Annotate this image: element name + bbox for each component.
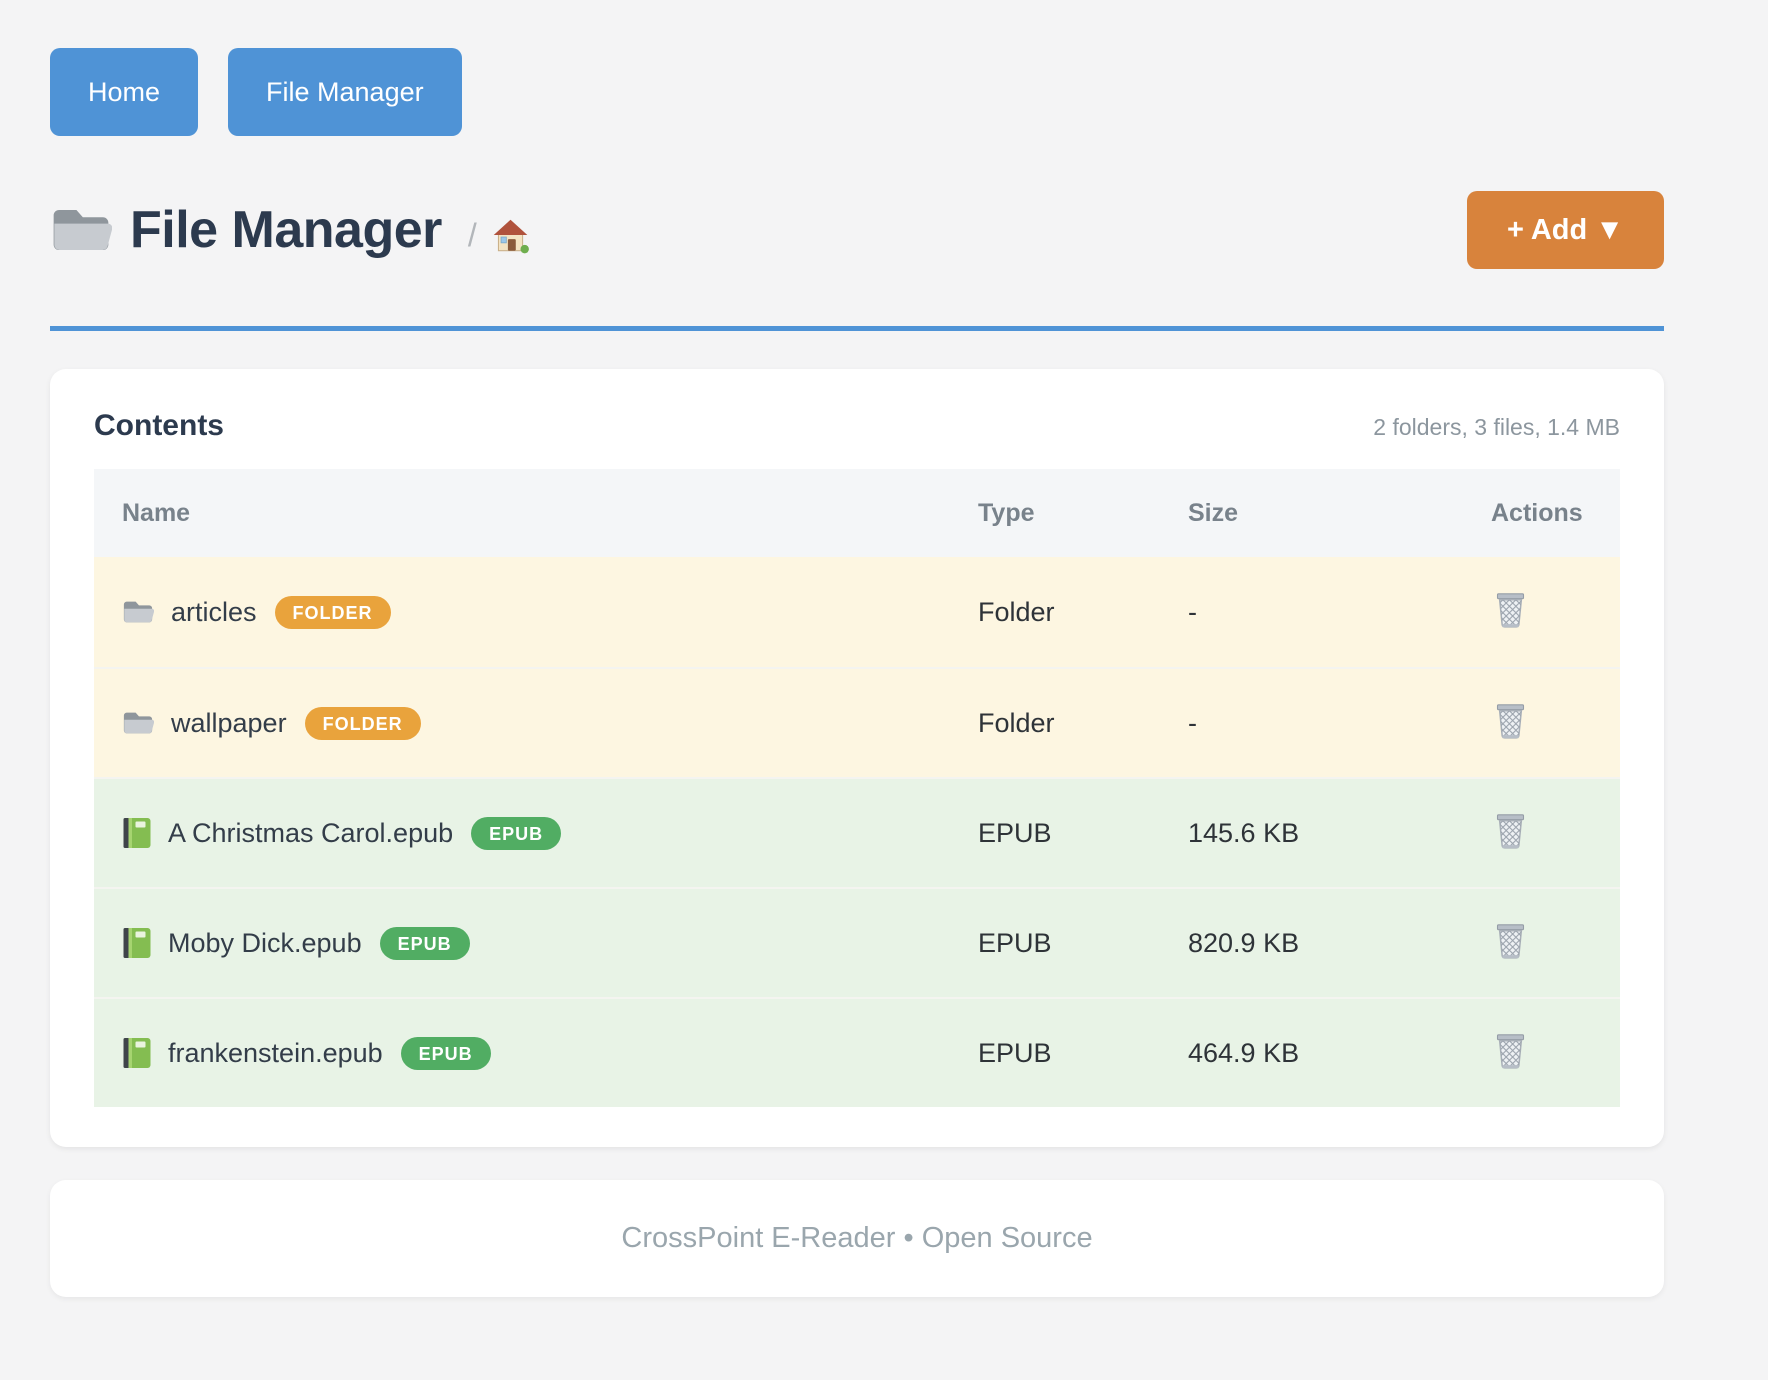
file-table: Name Type Size Actions articles FOLDER F… [94, 469, 1620, 1107]
delete-button[interactable] [1491, 919, 1530, 962]
folder-icon [123, 601, 154, 623]
size-cell: - [1188, 707, 1197, 738]
book-icon [123, 1038, 151, 1068]
trash-icon [1496, 924, 1525, 959]
breadcrumb-separator: / [467, 216, 477, 253]
table-header-row: Name Type Size Actions [94, 469, 1620, 557]
delete-button[interactable] [1491, 1029, 1530, 1072]
size-cell: 464.9 KB [1188, 1037, 1300, 1068]
add-button[interactable]: + Add ▼ [1466, 191, 1664, 269]
contents-card-header: Contents 2 folders, 3 files, 1.4 MB [94, 409, 1620, 443]
type-badge: EPUB [471, 816, 562, 850]
footer: CrossPoint E-Reader • Open Source [50, 1180, 1664, 1297]
item-name[interactable]: frankenstein.epub [168, 1037, 383, 1068]
type-badge: EPUB [379, 926, 470, 960]
type-cell: Folder [978, 596, 1055, 627]
name-cell[interactable]: frankenstein.epub EPUB [94, 1036, 978, 1070]
table-row[interactable]: A Christmas Carol.epub EPUB EPUB 145.6 K… [94, 777, 1620, 887]
actions-cell [1483, 919, 1620, 967]
name-cell[interactable]: wallpaper FOLDER [94, 706, 978, 740]
trash-icon [1496, 1034, 1525, 1069]
title-divider [50, 326, 1664, 331]
size-cell: 145.6 KB [1188, 817, 1300, 848]
column-header-type: Type [978, 498, 1035, 527]
column-header-name: Name [122, 498, 191, 527]
actions-cell [1483, 1029, 1620, 1077]
type-cell: EPUB [978, 817, 1052, 848]
type-cell: Folder [978, 707, 1055, 738]
type-badge: FOLDER [274, 595, 391, 629]
type-cell: EPUB [978, 927, 1052, 958]
size-cell: 820.9 KB [1188, 927, 1300, 958]
size-cell: - [1188, 596, 1197, 627]
nav-home-button[interactable]: Home [50, 48, 199, 136]
footer-text: CrossPoint E-Reader • Open Source [621, 1222, 1093, 1254]
name-cell[interactable]: A Christmas Carol.epub EPUB [94, 816, 978, 850]
name-cell[interactable]: Moby Dick.epub EPUB [94, 926, 978, 960]
table-row[interactable]: Moby Dick.epub EPUB EPUB 820.9 KB [94, 887, 1620, 997]
book-icon [123, 818, 151, 848]
page-header: File Manager / + Add ▼ [50, 190, 1664, 270]
trash-icon [1496, 593, 1525, 628]
top-nav: Home File Manager [50, 0, 1664, 136]
house-icon[interactable] [489, 215, 531, 257]
title-group: File Manager / [50, 200, 1467, 260]
name-cell[interactable]: articles FOLDER [94, 595, 978, 629]
table-row[interactable]: wallpaper FOLDER Folder - [94, 667, 1620, 777]
contents-summary: 2 folders, 3 files, 1.4 MB [1373, 414, 1620, 440]
column-header-size: Size [1188, 498, 1239, 527]
nav-file-manager-button[interactable]: File Manager [228, 48, 462, 136]
type-badge: EPUB [400, 1036, 491, 1070]
contents-heading: Contents [94, 409, 224, 442]
type-badge: FOLDER [304, 706, 421, 740]
folder-icon [53, 209, 112, 251]
trash-icon [1496, 704, 1525, 739]
book-icon [123, 928, 151, 958]
page-title: File Manager [130, 201, 442, 259]
table-row[interactable]: frankenstein.epub EPUB EPUB 464.9 KB [94, 997, 1620, 1107]
delete-button[interactable] [1491, 809, 1530, 852]
type-cell: EPUB [978, 1037, 1052, 1068]
item-name[interactable]: wallpaper [171, 707, 287, 738]
actions-cell [1483, 699, 1620, 747]
item-name[interactable]: articles [171, 596, 257, 627]
item-name[interactable]: A Christmas Carol.epub [168, 817, 454, 848]
column-header-actions: Actions [1491, 498, 1583, 527]
delete-button[interactable] [1491, 588, 1530, 631]
contents-card: Contents 2 folders, 3 files, 1.4 MB Name… [50, 369, 1664, 1147]
item-name[interactable]: Moby Dick.epub [168, 927, 362, 958]
actions-cell [1483, 809, 1620, 857]
actions-cell [1483, 588, 1620, 636]
trash-icon [1496, 814, 1525, 849]
delete-button[interactable] [1491, 699, 1530, 742]
folder-icon [123, 712, 154, 734]
table-row[interactable]: articles FOLDER Folder - [94, 557, 1620, 667]
